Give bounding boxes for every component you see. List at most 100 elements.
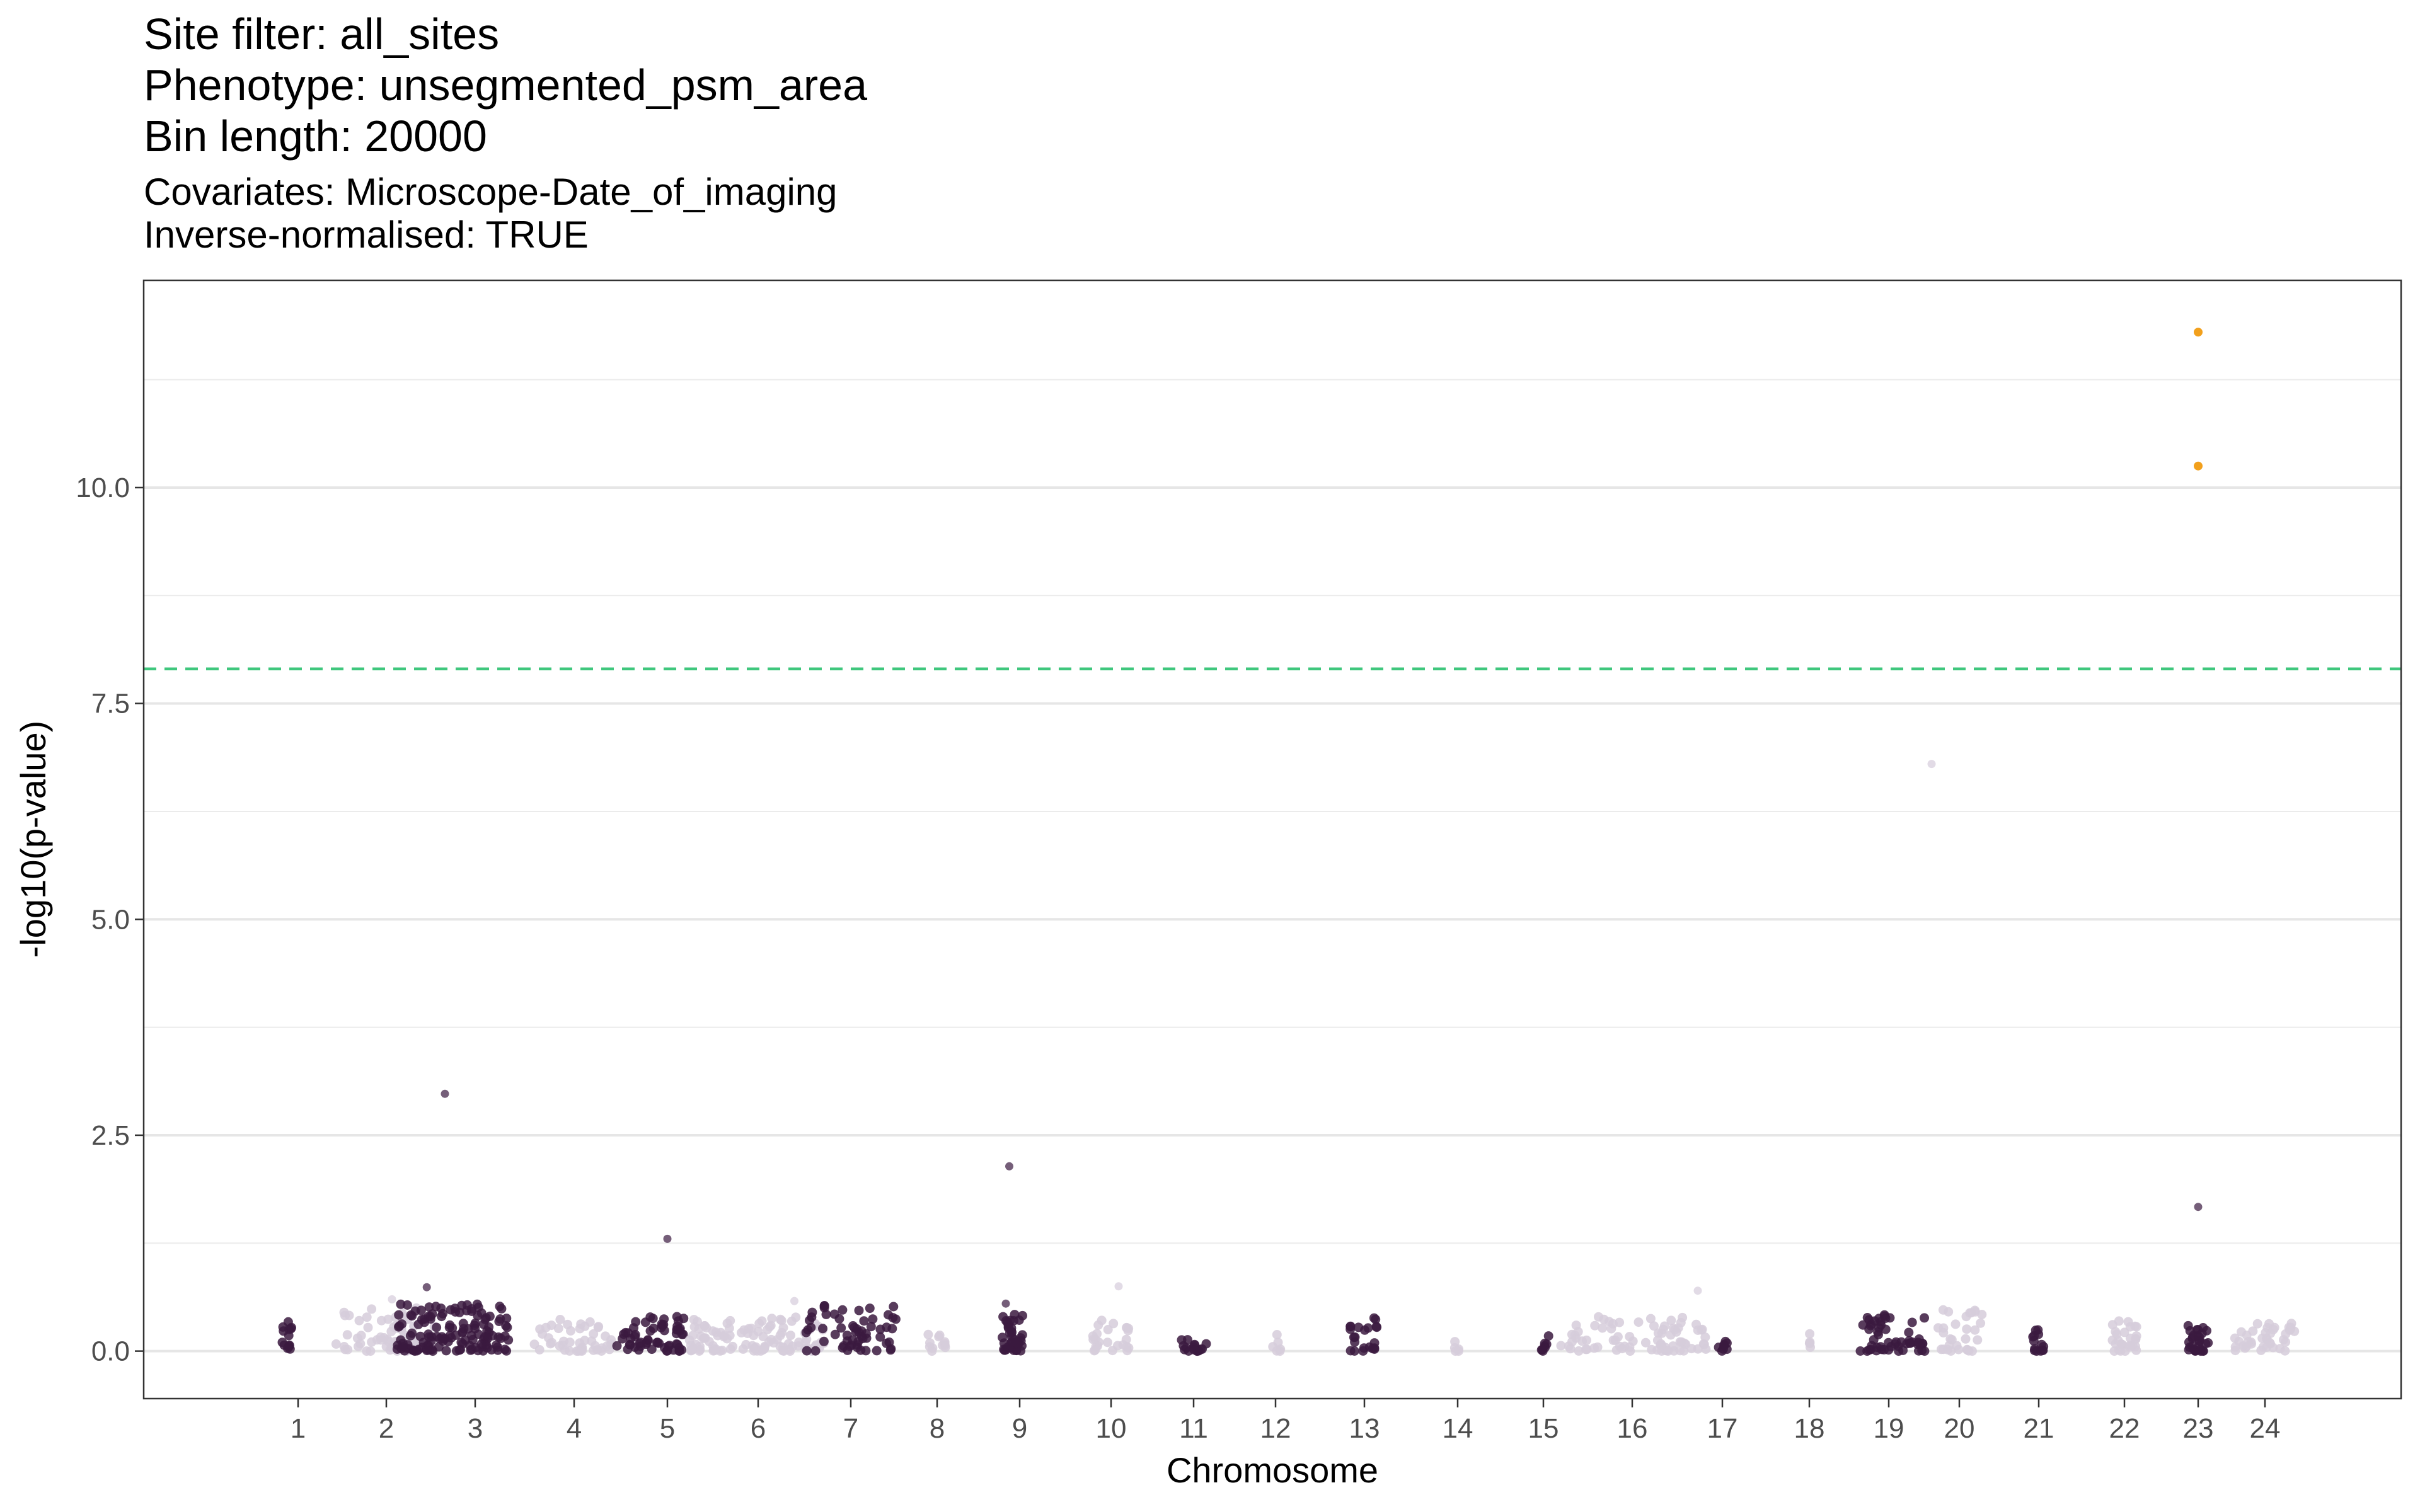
x-tick-label: 4 bbox=[567, 1413, 582, 1444]
data-point bbox=[1686, 1344, 1697, 1354]
outlier-point bbox=[790, 1297, 798, 1305]
data-point bbox=[2257, 1333, 2267, 1343]
data-point bbox=[444, 1322, 454, 1332]
data-point bbox=[458, 1327, 468, 1337]
data-point bbox=[1103, 1325, 1113, 1334]
data-point bbox=[435, 1334, 445, 1344]
data-point bbox=[1700, 1332, 1710, 1342]
outlier-point bbox=[1001, 1299, 1010, 1308]
data-point bbox=[1653, 1328, 1663, 1338]
data-point bbox=[451, 1346, 461, 1356]
data-point bbox=[500, 1344, 510, 1354]
x-tick-label: 19 bbox=[1874, 1413, 1904, 1444]
data-point bbox=[410, 1346, 420, 1356]
data-point bbox=[454, 1307, 464, 1317]
data-point bbox=[1349, 1332, 1359, 1343]
data-point bbox=[843, 1345, 853, 1355]
data-point bbox=[2124, 1342, 2135, 1352]
data-point bbox=[754, 1319, 764, 1329]
data-point bbox=[563, 1319, 573, 1329]
data-point bbox=[889, 1302, 899, 1312]
data-point bbox=[470, 1318, 480, 1328]
data-point bbox=[1014, 1315, 1024, 1325]
data-point bbox=[2281, 1337, 2291, 1347]
data-point bbox=[1862, 1313, 1872, 1322]
data-point bbox=[394, 1310, 404, 1320]
data-point bbox=[1950, 1319, 1961, 1329]
data-point bbox=[1976, 1318, 1986, 1328]
data-point bbox=[1920, 1313, 1929, 1323]
data-point bbox=[402, 1300, 412, 1310]
data-point bbox=[2031, 1326, 2041, 1336]
data-point bbox=[861, 1346, 871, 1356]
x-tick-label: 23 bbox=[2183, 1413, 2214, 1444]
chart-subtitles: Covariates: Microscope-Date_of_imaging I… bbox=[144, 171, 867, 256]
data-point bbox=[592, 1345, 602, 1355]
data-point bbox=[476, 1308, 487, 1318]
data-point bbox=[1090, 1345, 1100, 1355]
data-point bbox=[2247, 1339, 2256, 1349]
x-axis-title: Chromosome bbox=[1167, 1450, 1378, 1490]
data-point bbox=[710, 1346, 720, 1356]
outlier-point bbox=[1114, 1282, 1123, 1291]
data-point bbox=[836, 1323, 846, 1333]
data-point bbox=[673, 1316, 683, 1326]
x-tick-label: 18 bbox=[1794, 1413, 1825, 1444]
data-point bbox=[1939, 1327, 1949, 1337]
data-point bbox=[1118, 1340, 1128, 1350]
data-point bbox=[859, 1316, 869, 1326]
data-point bbox=[1574, 1346, 1584, 1356]
outlier-point bbox=[2194, 1203, 2203, 1211]
data-point bbox=[1675, 1337, 1685, 1347]
data-point bbox=[1907, 1317, 1917, 1327]
data-point bbox=[700, 1333, 710, 1343]
data-point bbox=[458, 1319, 468, 1329]
data-point bbox=[2119, 1327, 2129, 1337]
x-tick-label: 5 bbox=[660, 1413, 675, 1444]
x-tick-label: 7 bbox=[843, 1413, 858, 1444]
data-point bbox=[1864, 1345, 1874, 1355]
data-point bbox=[2183, 1320, 2193, 1331]
data-point bbox=[1593, 1342, 1603, 1352]
data-point bbox=[626, 1334, 636, 1344]
data-point bbox=[1917, 1346, 1927, 1356]
data-point bbox=[565, 1337, 575, 1348]
x-tick-label: 6 bbox=[751, 1413, 766, 1444]
data-point bbox=[766, 1320, 776, 1331]
data-point bbox=[884, 1310, 893, 1320]
data-point bbox=[1914, 1334, 1924, 1344]
data-point bbox=[1088, 1331, 1098, 1341]
data-point bbox=[1122, 1323, 1132, 1333]
data-point bbox=[1577, 1336, 1587, 1346]
data-point bbox=[553, 1324, 563, 1334]
data-point bbox=[767, 1314, 777, 1324]
data-point bbox=[769, 1337, 778, 1348]
outlier-point bbox=[388, 1295, 396, 1303]
data-point bbox=[819, 1336, 829, 1346]
data-point bbox=[1097, 1315, 1107, 1326]
chart-subtitle-line-1: Covariates: Microscope-Date_of_imaging bbox=[144, 171, 838, 213]
x-tick-label: 14 bbox=[1443, 1413, 1473, 1444]
chart-title-line-3: Bin length: 20000 bbox=[144, 112, 487, 161]
data-point bbox=[362, 1312, 372, 1322]
data-point bbox=[589, 1329, 599, 1339]
data-point bbox=[818, 1324, 827, 1334]
data-point bbox=[2280, 1346, 2290, 1356]
data-point bbox=[500, 1331, 510, 1341]
data-point bbox=[1869, 1335, 1879, 1345]
data-point bbox=[1634, 1317, 1644, 1327]
chart-titles: Site filter: all_sites Phenotype: unsegm… bbox=[144, 9, 867, 256]
x-tick-label: 24 bbox=[2250, 1413, 2281, 1444]
data-point bbox=[925, 1338, 935, 1348]
chart-title-line-2: Phenotype: unsegmented_psm_area bbox=[144, 60, 868, 110]
data-point bbox=[580, 1321, 590, 1331]
data-point bbox=[688, 1331, 698, 1341]
data-point bbox=[1961, 1334, 1971, 1344]
data-point bbox=[672, 1325, 682, 1335]
x-tick-label: 15 bbox=[1528, 1413, 1559, 1444]
data-point bbox=[383, 1314, 393, 1324]
y-axis-title: -log10(p-value) bbox=[13, 721, 53, 958]
data-point bbox=[884, 1337, 894, 1347]
data-point bbox=[437, 1312, 447, 1322]
y-tick-label: 2.5 bbox=[91, 1120, 130, 1151]
